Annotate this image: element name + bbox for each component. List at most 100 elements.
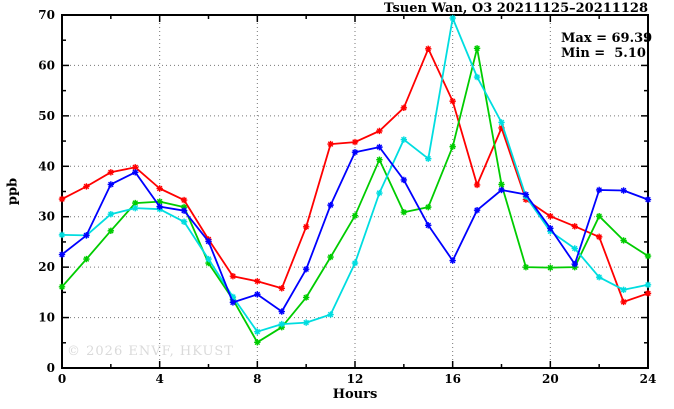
series-cyan-marker: [400, 136, 408, 143]
series-cyan-marker: [595, 274, 603, 281]
series-red-marker: [547, 213, 554, 220]
series-blue-marker: [132, 169, 139, 176]
series-red-marker: [400, 104, 408, 111]
series-blue-marker: [376, 143, 383, 151]
series-blue-marker: [278, 308, 285, 315]
series-blue-marker: [400, 176, 408, 184]
x-tick-label: 0: [58, 372, 66, 386]
series-blue-marker: [58, 251, 66, 258]
series-green-marker: [205, 259, 212, 267]
series-red-marker: [107, 169, 115, 176]
y-tick-label: 40: [38, 159, 55, 173]
x-tick-label: 12: [347, 372, 364, 386]
series-blue-marker: [595, 186, 603, 194]
series-green-marker: [547, 264, 554, 271]
series-cyan-marker: [278, 320, 285, 328]
series-red-marker: [156, 185, 163, 192]
y-tick-label: 10: [38, 311, 55, 325]
series-red-marker: [278, 285, 285, 292]
series-red-marker: [449, 98, 456, 105]
chart-title: Tsuen Wan, O3 20211125–20211128: [383, 1, 648, 16]
series-green-marker: [473, 45, 481, 52]
series-green-marker: [522, 263, 530, 271]
series-cyan-marker: [107, 210, 115, 218]
x-tick-label: 20: [542, 372, 559, 386]
plot-border: [61, 14, 649, 369]
series-blue-marker: [498, 186, 505, 194]
series-blue-marker: [205, 238, 212, 245]
series-blue-marker: [107, 181, 115, 188]
series-green-marker: [351, 212, 359, 219]
series-blue-marker: [571, 260, 578, 268]
series-red-marker: [644, 290, 652, 297]
series-red-marker: [425, 45, 432, 52]
series-green-marker: [595, 213, 603, 220]
series-blue-marker: [327, 201, 334, 209]
series-cyan-marker: [376, 189, 383, 197]
series-red-marker: [229, 273, 237, 280]
series-blue-marker: [229, 299, 237, 306]
series-green-marker: [376, 156, 383, 163]
series-green-marker: [58, 283, 66, 291]
series-red-marker: [302, 223, 310, 230]
series-blue-marker: [83, 232, 90, 239]
series-green-marker: [180, 203, 188, 211]
series-cyan-marker: [449, 14, 456, 22]
series-cyan-marker: [58, 231, 66, 239]
series-cyan-line: [61, 17, 649, 333]
series-red-marker: [620, 298, 627, 306]
series-blue-marker: [254, 291, 261, 298]
y-tick-label: 60: [38, 58, 55, 72]
series-red-marker: [327, 140, 334, 148]
max-annotation: Max = 69.39: [561, 31, 653, 46]
series-red-marker: [498, 124, 505, 132]
watermark: © 2026 ENVF, HKUST: [67, 344, 234, 359]
series-green-marker: [107, 227, 115, 235]
series-cyan-marker: [351, 259, 359, 267]
series-green-marker: [620, 237, 627, 244]
series-cyan-marker: [498, 119, 505, 126]
series-red-marker: [58, 195, 66, 203]
series-green-marker: [83, 255, 90, 263]
series-cyan-marker: [205, 255, 212, 263]
series-blue-marker: [156, 203, 163, 210]
series-red-marker: [571, 223, 578, 230]
series-blue-marker: [449, 257, 456, 264]
y-tick-label: 20: [38, 260, 55, 274]
series-cyan-marker: [571, 245, 578, 252]
series-blue-marker: [644, 196, 652, 203]
y-tick-label: 50: [38, 109, 55, 123]
series-cyan-marker: [302, 319, 310, 326]
x-tick-label: 24: [640, 372, 657, 386]
series-green-marker: [498, 181, 505, 188]
series-cyan-marker: [620, 286, 627, 294]
series-green-marker: [425, 203, 432, 211]
series-cyan-marker: [180, 218, 188, 225]
series-red-marker: [595, 233, 603, 241]
series-blue-marker: [473, 206, 481, 214]
y-tick-label: 70: [38, 8, 55, 22]
series-cyan-marker: [254, 328, 261, 335]
series-cyan-marker: [132, 204, 139, 212]
series-cyan-marker: [473, 73, 481, 81]
y-tick-label: 0: [47, 361, 55, 375]
y-axis-label: ppb: [5, 177, 21, 206]
series-blue-marker: [302, 265, 310, 273]
series-red-marker: [376, 127, 383, 135]
series-green-marker: [254, 339, 261, 346]
series-red-marker: [473, 181, 481, 189]
series-red-marker: [132, 164, 139, 171]
series-green-marker: [644, 252, 652, 260]
x-axis-label: Hours: [332, 387, 378, 402]
x-tick-label: 8: [253, 372, 261, 386]
series-cyan-marker: [229, 293, 237, 301]
series-red-marker: [180, 196, 188, 204]
min-annotation: Min = 5.10: [561, 46, 646, 61]
series-red-marker: [351, 138, 359, 146]
series-cyan-marker: [327, 311, 334, 318]
x-tick-label: 4: [155, 372, 163, 386]
series-blue-marker: [547, 225, 554, 232]
x-tick-label: 16: [444, 372, 461, 386]
